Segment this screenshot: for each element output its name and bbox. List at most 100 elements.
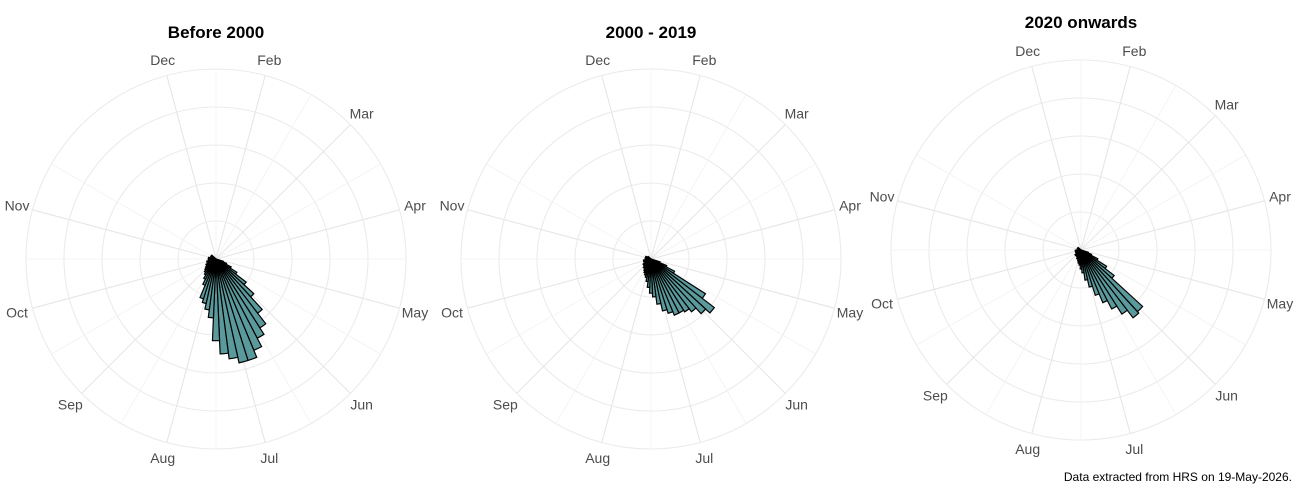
grid-spoke-minor — [555, 258, 652, 424]
grid-spoke — [650, 124, 786, 260]
month-label-may: May — [1267, 295, 1293, 311]
polar-bar — [1080, 249, 1109, 304]
month-label-feb: Feb — [257, 52, 281, 68]
grid-spoke-minor — [215, 94, 312, 260]
grid-spoke — [166, 75, 217, 260]
polar-panel-2: Dec Feb Mar Apr May Jun Jul Aug Sep Oct Nov 2000 - … — [440, 23, 864, 466]
grid-spoke-minor — [215, 163, 381, 260]
grid-spoke-minor — [650, 258, 816, 355]
grid-spoke — [1080, 115, 1216, 251]
polar-bar — [1080, 249, 1094, 288]
grid-spoke — [32, 209, 217, 260]
panel-title: 2020 onwards — [1025, 13, 1137, 32]
month-label-aug: Aug — [1015, 441, 1040, 457]
polar-bar — [650, 258, 707, 315]
grid-spoke — [467, 258, 652, 309]
month-label-oct: Oct — [871, 295, 893, 311]
month-label-jun: Jun — [1215, 388, 1238, 404]
panel-title: 2000 - 2019 — [606, 23, 697, 42]
month-label-nov: Nov — [870, 189, 895, 205]
month-label-feb: Feb — [1122, 43, 1146, 59]
month-label-mar: Mar — [350, 105, 374, 121]
month-label-jul: Jul — [260, 450, 278, 466]
polar-bar — [650, 258, 691, 313]
polar-bar — [650, 258, 680, 316]
polar-panel-1: Dec Feb Mar Apr May Jun Jul Aug Sep Oct Nov Before … — [5, 23, 429, 466]
month-label-may: May — [837, 304, 863, 320]
grid-spoke-minor — [985, 249, 1082, 415]
polar-bar — [215, 258, 249, 364]
polar-bar — [1080, 249, 1118, 310]
month-label-oct: Oct — [6, 304, 28, 320]
grid-spoke — [516, 258, 652, 394]
grid-spoke-minor — [1080, 249, 1246, 346]
month-label-nov: Nov — [5, 198, 30, 214]
month-label-apr: Apr — [404, 198, 426, 214]
grid-spoke — [81, 258, 217, 394]
polar-bar — [650, 258, 716, 314]
polar-bar — [211, 258, 221, 342]
grid-spoke-minor — [1080, 154, 1246, 251]
panel-title: Before 2000 — [168, 23, 264, 42]
polar-bar — [1080, 249, 1140, 319]
month-label-dec: Dec — [585, 52, 610, 68]
grid-spoke — [601, 258, 652, 443]
grid-spoke — [215, 258, 400, 309]
month-label-sep: Sep — [58, 397, 83, 413]
polar-bar — [650, 258, 657, 298]
grid-spoke — [1031, 249, 1082, 434]
grid-spoke-minor — [916, 249, 1082, 346]
grid-spoke — [1080, 249, 1265, 300]
polar-bar — [650, 258, 697, 313]
polar-bar — [1080, 249, 1100, 297]
grid-spoke — [897, 200, 1082, 251]
month-label-aug: Aug — [585, 450, 610, 466]
grid-spoke — [215, 209, 400, 260]
month-label-may: May — [402, 304, 428, 320]
polar-bar — [650, 258, 668, 312]
month-label-jul: Jul — [1125, 441, 1143, 457]
month-label-apr: Apr — [839, 198, 861, 214]
grid-spoke — [1031, 66, 1082, 251]
month-label-sep: Sep — [923, 388, 948, 404]
month-label-apr: Apr — [1269, 189, 1291, 205]
month-label-aug: Aug — [150, 450, 175, 466]
month-label-mar: Mar — [785, 105, 809, 121]
grid-spoke-minor — [486, 163, 652, 260]
grid-spoke — [1080, 66, 1131, 251]
grid-spoke — [215, 75, 266, 260]
grid-spoke-minor — [916, 154, 1082, 251]
grid-spoke-minor — [486, 258, 652, 355]
polar-bar — [650, 258, 674, 315]
month-label-oct: Oct — [441, 304, 463, 320]
data-source-caption: Data extracted from HRS on 19-May-2026. — [1063, 470, 1292, 484]
grid-spoke — [946, 249, 1082, 385]
polar-bar — [1080, 249, 1129, 315]
grid-spoke-minor — [650, 163, 816, 260]
month-label-mar: Mar — [1215, 96, 1239, 112]
month-label-nov: Nov — [440, 198, 465, 214]
polar-bar — [210, 254, 217, 260]
polar-panel-3: Dec Feb Mar Apr May Jun Jul Aug Sep Oct Nov 2020 on… — [870, 13, 1294, 457]
grid-spoke — [467, 209, 652, 260]
month-label-jun: Jun — [350, 397, 373, 413]
grid-spoke-minor — [215, 258, 381, 355]
grid-spoke — [601, 75, 652, 260]
grid-spoke-minor — [51, 258, 217, 355]
grid-spoke-minor — [1080, 85, 1177, 251]
grid-spoke — [650, 209, 835, 260]
polar-bar — [650, 258, 662, 305]
month-label-dec: Dec — [1015, 43, 1040, 59]
grid-spoke — [215, 124, 351, 260]
grid-spoke — [650, 258, 835, 309]
grid-spoke-minor — [650, 94, 747, 260]
polar-bar — [1080, 249, 1089, 281]
month-label-dec: Dec — [150, 52, 175, 68]
polar-bar — [1077, 246, 1082, 251]
month-label-feb: Feb — [692, 52, 716, 68]
polar-bar — [215, 258, 239, 360]
polar-bar — [647, 255, 652, 260]
month-label-jul: Jul — [695, 450, 713, 466]
grid-spoke-minor — [120, 258, 217, 424]
